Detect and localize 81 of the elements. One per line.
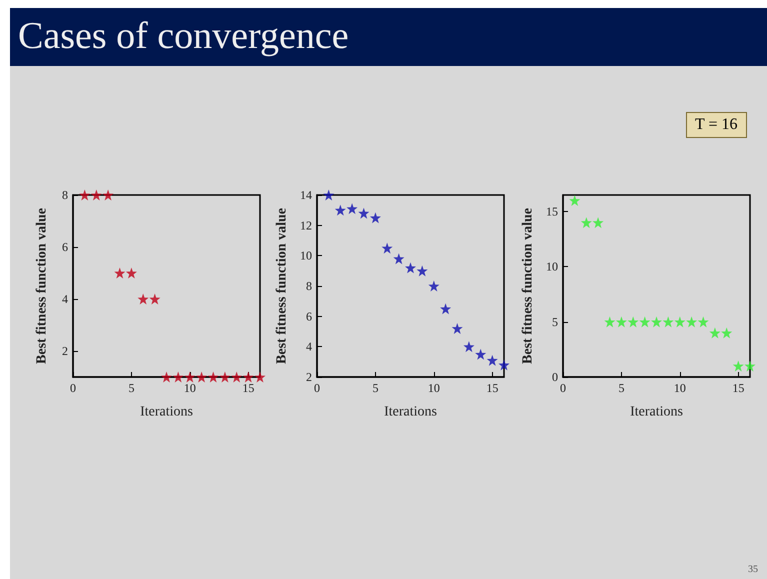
point <box>686 316 698 328</box>
point <box>172 372 184 382</box>
x-tick-label: 5 <box>618 381 624 395</box>
point <box>592 217 604 228</box>
y-tick-label: 12 <box>300 218 312 232</box>
point <box>90 190 102 200</box>
y-axis-title: Best fitness function value <box>520 208 536 364</box>
point <box>674 316 686 328</box>
point <box>242 372 254 382</box>
point <box>639 316 650 328</box>
point <box>498 359 510 370</box>
point <box>102 190 114 200</box>
y-tick-label: 6 <box>62 240 68 254</box>
point <box>393 253 404 264</box>
x-tick-label: 15 <box>486 381 498 395</box>
point <box>721 327 732 338</box>
point <box>732 360 744 372</box>
y-tick-label: 6 <box>306 309 312 324</box>
x-axis-title: Iterations <box>630 404 683 420</box>
y-tick-label: 14 <box>300 188 312 202</box>
x-tick-label: 10 <box>674 381 686 395</box>
point <box>138 294 149 304</box>
point <box>196 372 208 382</box>
y-tick-label: 15 <box>546 204 558 219</box>
point <box>149 294 160 304</box>
x-axis-title: Iterations <box>384 404 437 420</box>
point <box>580 217 592 228</box>
point <box>463 341 474 352</box>
y-tick-label: 2 <box>306 370 312 384</box>
x-axis-title: Iterations <box>140 404 193 420</box>
x-tick-label: 15 <box>732 381 744 395</box>
y-tick-label: 8 <box>306 279 312 293</box>
y-axis-title: Best fitness function value <box>34 208 50 364</box>
x-tick-label: 10 <box>428 381 440 395</box>
point <box>616 316 627 328</box>
y-tick-label: 0 <box>552 370 558 384</box>
point <box>452 322 463 334</box>
point <box>346 203 358 214</box>
x-tick-label: 5 <box>372 381 378 395</box>
point <box>126 268 137 278</box>
point <box>382 242 393 254</box>
text: 35 <box>748 564 758 575</box>
x-tick-label: 15 <box>242 381 254 395</box>
y-tick-label: 4 <box>62 292 68 306</box>
point <box>208 372 219 382</box>
y-tick-label: 4 <box>306 340 312 354</box>
point <box>254 372 266 382</box>
y-axis-title: Best fitness function value <box>274 208 290 364</box>
point <box>604 316 616 328</box>
point <box>323 190 334 200</box>
y-tick-label: 5 <box>552 314 558 329</box>
point <box>628 316 639 328</box>
point <box>428 280 440 292</box>
point <box>440 303 452 314</box>
text: T = 16 <box>686 112 747 138</box>
y-tick-label: 8 <box>62 188 68 202</box>
point <box>709 327 720 338</box>
point <box>334 204 346 216</box>
point <box>416 265 428 276</box>
point <box>651 316 662 328</box>
point <box>744 360 756 372</box>
point <box>486 354 498 366</box>
point <box>358 208 370 219</box>
y-tick-label: 10 <box>546 260 558 274</box>
x-tick-label: 10 <box>184 381 196 395</box>
point <box>662 316 674 328</box>
point <box>475 348 486 360</box>
x-tick-label: 5 <box>128 381 134 395</box>
point <box>370 212 381 224</box>
y-tick-label: 10 <box>300 248 312 263</box>
point <box>219 372 230 382</box>
point <box>231 372 242 382</box>
chart-title: Cases of convergence <box>18 14 349 58</box>
point <box>114 268 126 278</box>
y-tick-label: 2 <box>62 344 68 358</box>
point <box>184 372 196 382</box>
point <box>161 372 172 382</box>
point <box>569 195 580 206</box>
point <box>405 262 416 274</box>
point <box>79 190 90 200</box>
point <box>698 316 709 328</box>
